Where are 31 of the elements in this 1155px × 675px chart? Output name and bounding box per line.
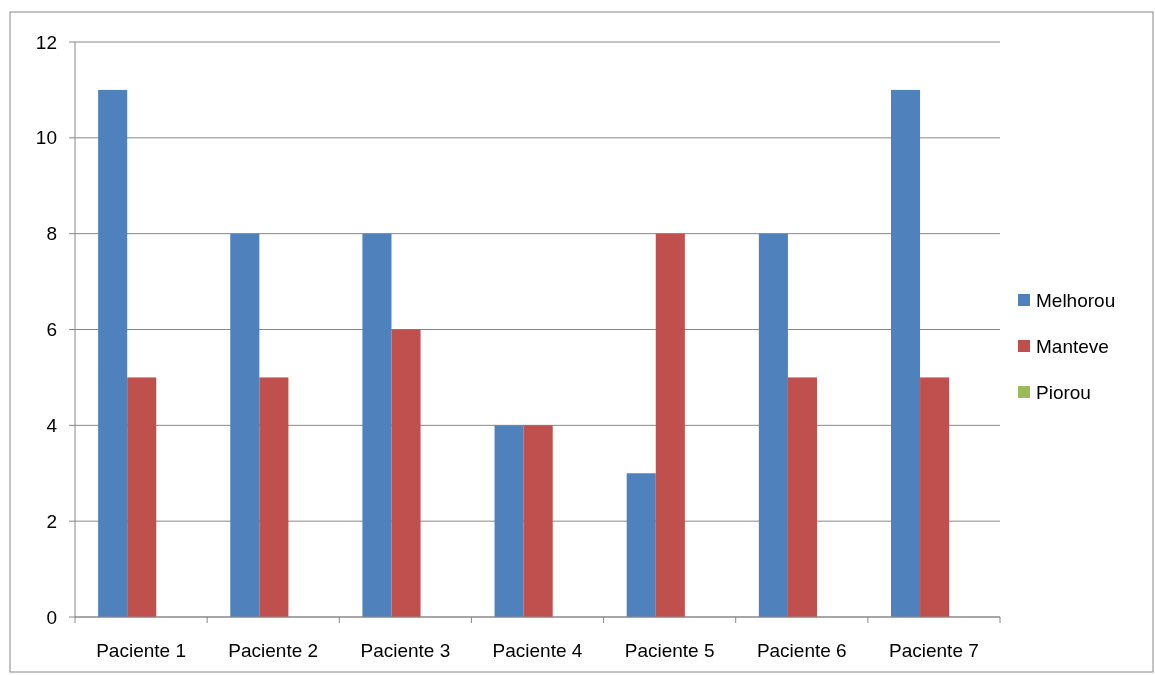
x-tick-label: Paciente 5 xyxy=(624,640,715,661)
y-tick-label: 6 xyxy=(46,319,57,341)
bar xyxy=(787,377,817,617)
legend-label: Melhorou xyxy=(1036,289,1116,311)
bar xyxy=(230,233,260,617)
y-tick-label: 0 xyxy=(46,606,57,628)
x-tick-label: Paciente 3 xyxy=(360,640,451,661)
bar xyxy=(127,377,157,617)
bar xyxy=(259,377,289,617)
bar xyxy=(494,425,524,617)
bar xyxy=(626,473,656,617)
y-tick-label: 10 xyxy=(35,127,57,149)
bar xyxy=(890,89,921,617)
x-tick-label: Paciente 4 xyxy=(492,640,583,661)
x-tick-label: Paciente 1 xyxy=(96,640,186,661)
bar xyxy=(98,89,128,617)
x-tick-label: Paciente 7 xyxy=(889,640,979,661)
bar xyxy=(391,329,421,617)
bar xyxy=(362,233,392,617)
x-tick-label: Paciente 2 xyxy=(228,640,319,661)
bar xyxy=(758,233,788,617)
bar xyxy=(920,377,950,617)
legend-label: Piorou xyxy=(1036,381,1091,403)
y-tick-label: 8 xyxy=(46,223,57,245)
legend-label: Manteve xyxy=(1036,335,1109,357)
y-tick-label: 2 xyxy=(46,510,57,532)
bar xyxy=(655,233,685,617)
bar xyxy=(523,425,553,617)
x-tick-label: Paciente 6 xyxy=(756,640,847,661)
y-tick-label: 4 xyxy=(46,414,58,436)
y-tick-label: 12 xyxy=(35,31,57,53)
